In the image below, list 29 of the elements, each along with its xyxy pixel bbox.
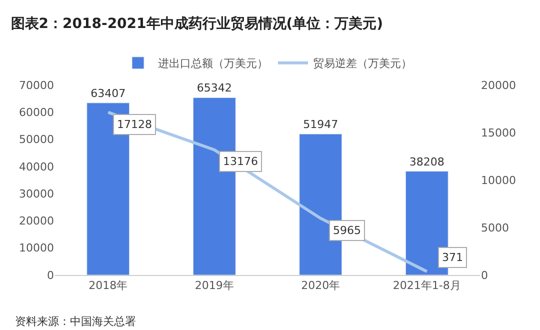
data-label: 5965 (333, 224, 361, 237)
text: 资料来源：中国海关总署 (15, 315, 136, 328)
data-label: 65342 (196, 82, 232, 95)
y2-tick-label: 10000 (481, 174, 516, 187)
y-tick-label: 60000 (19, 106, 54, 119)
legend-label: 贸易逆差（万美元） (313, 57, 412, 70)
data-label: 63407 (90, 86, 126, 100)
y-tick-label: 50000 (19, 133, 54, 146)
data-label: 17128 (117, 118, 152, 131)
x-tick-label: 2019年 (194, 279, 234, 292)
data-label: 51947 (303, 118, 338, 131)
y2-tick-label: 0 (481, 268, 488, 282)
y2-tick-label: 5000 (481, 221, 509, 234)
legend-label: 进出口总额（万美元） (158, 57, 268, 70)
y-tick-label: 30000 (19, 187, 54, 200)
x-tick-label: 2018年 (88, 279, 128, 292)
chart-title: 图表2：2018-2021年中成药行业贸易情况(单位：万美元) (10, 14, 384, 32)
data-label: 38208 (409, 155, 444, 168)
y-tick-label: 0 (47, 268, 54, 282)
y-tick-label: 20000 (19, 214, 54, 228)
y-tick-label: 70000 (19, 78, 54, 92)
y2-tick-label: 20000 (481, 78, 516, 92)
x-tick-label: 2021年1-8月 (392, 279, 461, 292)
data-label: 13176 (223, 155, 258, 168)
y-tick-label: 10000 (19, 242, 54, 255)
x-tick-label: 2020年 (301, 279, 340, 292)
data-label: 371 (442, 251, 463, 264)
y2-tick-label: 15000 (481, 126, 516, 140)
y-tick-label: 40000 (19, 160, 54, 174)
